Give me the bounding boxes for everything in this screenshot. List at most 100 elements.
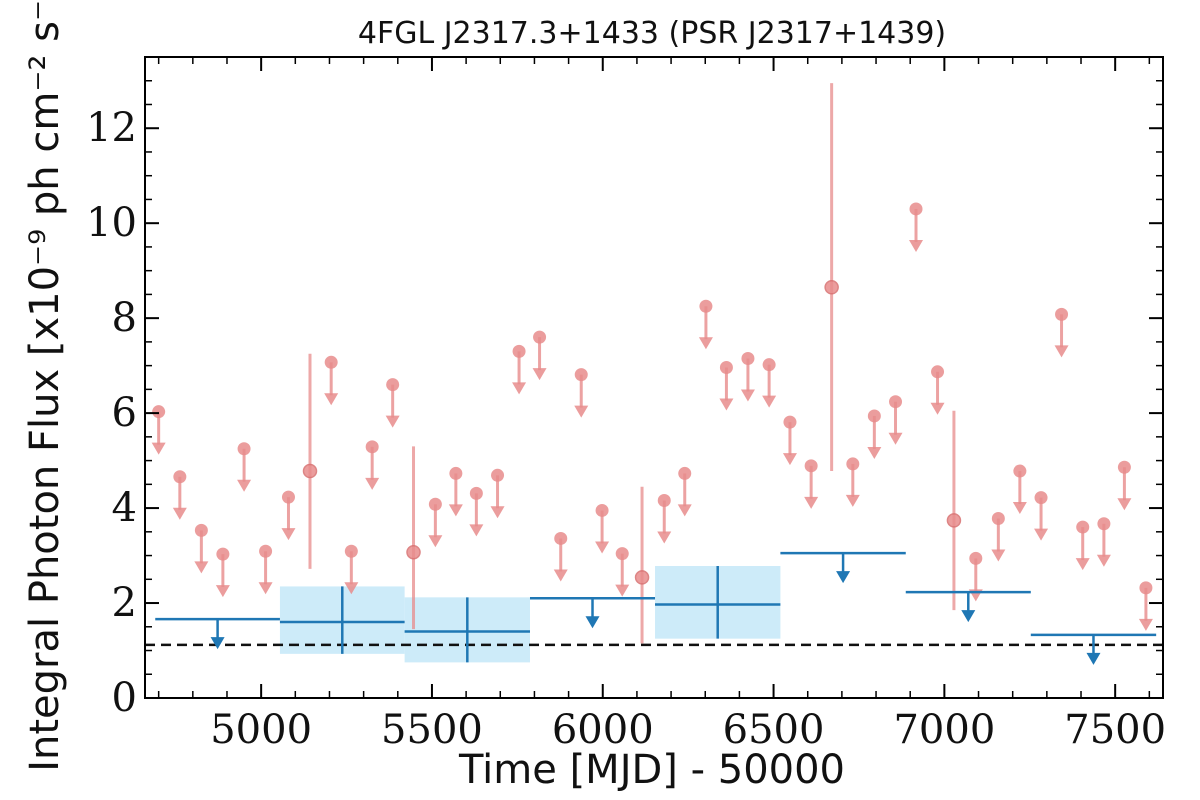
x-tick-label: 7500 xyxy=(1064,707,1166,753)
upper-limit-point xyxy=(574,368,588,382)
upper-limit-point xyxy=(846,457,860,471)
upper-limit-arrow xyxy=(344,582,359,595)
upper-limit-arrow xyxy=(172,507,187,520)
upper-limit-point xyxy=(1117,460,1131,474)
upper-limit-arrow xyxy=(930,402,945,415)
x-tick-label: 7000 xyxy=(893,707,995,753)
bin-upper-limit-arrow xyxy=(961,610,976,623)
y-tick-label: 0 xyxy=(112,675,137,721)
upper-limit-arrow xyxy=(740,389,755,402)
upper-limit-point xyxy=(931,365,945,379)
upper-limit-point xyxy=(173,470,187,484)
x-tick-label: 5500 xyxy=(381,707,483,753)
upper-limit-point xyxy=(533,330,547,344)
y-tick-label: 6 xyxy=(112,390,137,436)
upper-limit-arrow xyxy=(1034,528,1049,541)
upper-limit-arrow xyxy=(448,504,463,517)
upper-limit-point xyxy=(324,355,338,369)
upper-limit-point xyxy=(678,466,692,480)
upper-limit-arrow xyxy=(469,524,484,537)
uncertainty-bands xyxy=(279,566,781,663)
bin-upper-limit-arrow xyxy=(585,616,600,629)
upper-limit-point xyxy=(615,547,629,561)
upper-limit-arrow xyxy=(215,585,230,598)
bin-upper-limit-arrow xyxy=(210,637,225,650)
upper-limit-point xyxy=(867,409,881,423)
upper-limit-point xyxy=(889,395,903,409)
upper-limit-point xyxy=(365,440,379,454)
upper-limit-arrow xyxy=(698,337,713,350)
upper-limit-arrow xyxy=(151,442,166,455)
upper-limit-point xyxy=(281,490,295,504)
upper-limit-point xyxy=(1139,581,1153,595)
upper-limit-arrow xyxy=(281,528,296,541)
upper-limit-point xyxy=(804,459,818,473)
upper-limit-point xyxy=(1097,517,1111,531)
upper-limit-arrow xyxy=(1075,558,1090,571)
upper-limit-point xyxy=(1055,307,1069,321)
upper-limit-arrow xyxy=(615,584,630,597)
upper-limit-arrow xyxy=(867,446,882,459)
upper-limit-point xyxy=(386,378,400,392)
upper-limit-point xyxy=(259,544,273,558)
x-tick-label: 6500 xyxy=(723,707,825,753)
plot-frame xyxy=(144,56,1164,699)
upper-limit-arrow xyxy=(258,582,273,595)
upper-limit-arrow xyxy=(553,569,568,582)
upper-limit-arrow xyxy=(762,395,777,408)
upper-limit-point xyxy=(909,202,923,216)
upper-limit-point xyxy=(595,503,609,517)
upper-limit-arrow xyxy=(595,541,610,554)
short-bin-points xyxy=(151,83,1153,644)
upper-limit-point xyxy=(152,405,166,419)
y-tick-label: 10 xyxy=(86,200,137,246)
upper-limit-point xyxy=(991,512,1005,526)
upper-limit-point xyxy=(469,486,483,500)
upper-limit-point xyxy=(491,468,505,482)
upper-limit-arrow xyxy=(677,504,692,517)
upper-limit-arrow xyxy=(428,535,443,548)
upper-limit-point xyxy=(216,547,230,561)
upper-limit-arrow xyxy=(719,398,734,411)
upper-limit-arrow xyxy=(888,432,903,445)
upper-limit-point xyxy=(1013,464,1027,478)
upper-limit-point xyxy=(512,344,526,358)
upper-limit-point xyxy=(1034,491,1048,505)
bin-upper-limit-arrow xyxy=(836,571,851,584)
detection-point xyxy=(824,280,839,295)
upper-limit-point xyxy=(237,442,251,456)
upper-limit-arrow xyxy=(845,494,860,507)
chart-title: 4FGL J2317.3+1433 (PSR J2317+1439) xyxy=(358,16,946,51)
upper-limit-point xyxy=(1076,520,1090,534)
upper-limit-point xyxy=(699,299,713,313)
upper-limit-arrow xyxy=(657,531,672,544)
upper-limit-arrow xyxy=(909,239,924,252)
upper-limit-arrow xyxy=(365,477,380,490)
upper-limit-arrow xyxy=(385,415,400,428)
x-tick-label: 6000 xyxy=(552,707,654,753)
upper-limit-arrow xyxy=(512,382,527,395)
upper-limit-arrow xyxy=(1138,618,1153,631)
x-axis-label: Time [MJD] - 50000 xyxy=(458,747,845,793)
upper-limit-point xyxy=(554,531,568,545)
upper-limit-arrow xyxy=(532,368,547,381)
upper-limit-point xyxy=(762,358,776,372)
upper-limit-point xyxy=(449,466,463,480)
detection-point xyxy=(946,513,962,528)
bin-upper-limit-arrow xyxy=(1086,652,1101,665)
upper-limit-point xyxy=(969,551,983,565)
upper-limit-point xyxy=(719,361,733,375)
detection-point xyxy=(634,570,650,585)
upper-limit-arrow xyxy=(1117,498,1132,511)
upper-limit-point xyxy=(428,497,442,511)
upper-limit-arrow xyxy=(324,393,339,406)
upper-limit-point xyxy=(657,493,671,507)
y-axis-label: Integral Photon Flux [x10⁻⁹ ph cm⁻² s⁻¹] xyxy=(22,0,68,772)
detection-point xyxy=(406,544,421,560)
axis-ticks: 5000 5500 6000 6500 7000 7500 0 2 4 6 8 10 12 xyxy=(86,57,1166,753)
upper-limit-arrow xyxy=(1012,502,1027,515)
y-tick-label: 2 xyxy=(112,580,137,626)
upper-limit-point xyxy=(194,523,208,537)
upper-limit-arrow xyxy=(804,496,819,509)
upper-limit-arrow xyxy=(991,549,1006,562)
